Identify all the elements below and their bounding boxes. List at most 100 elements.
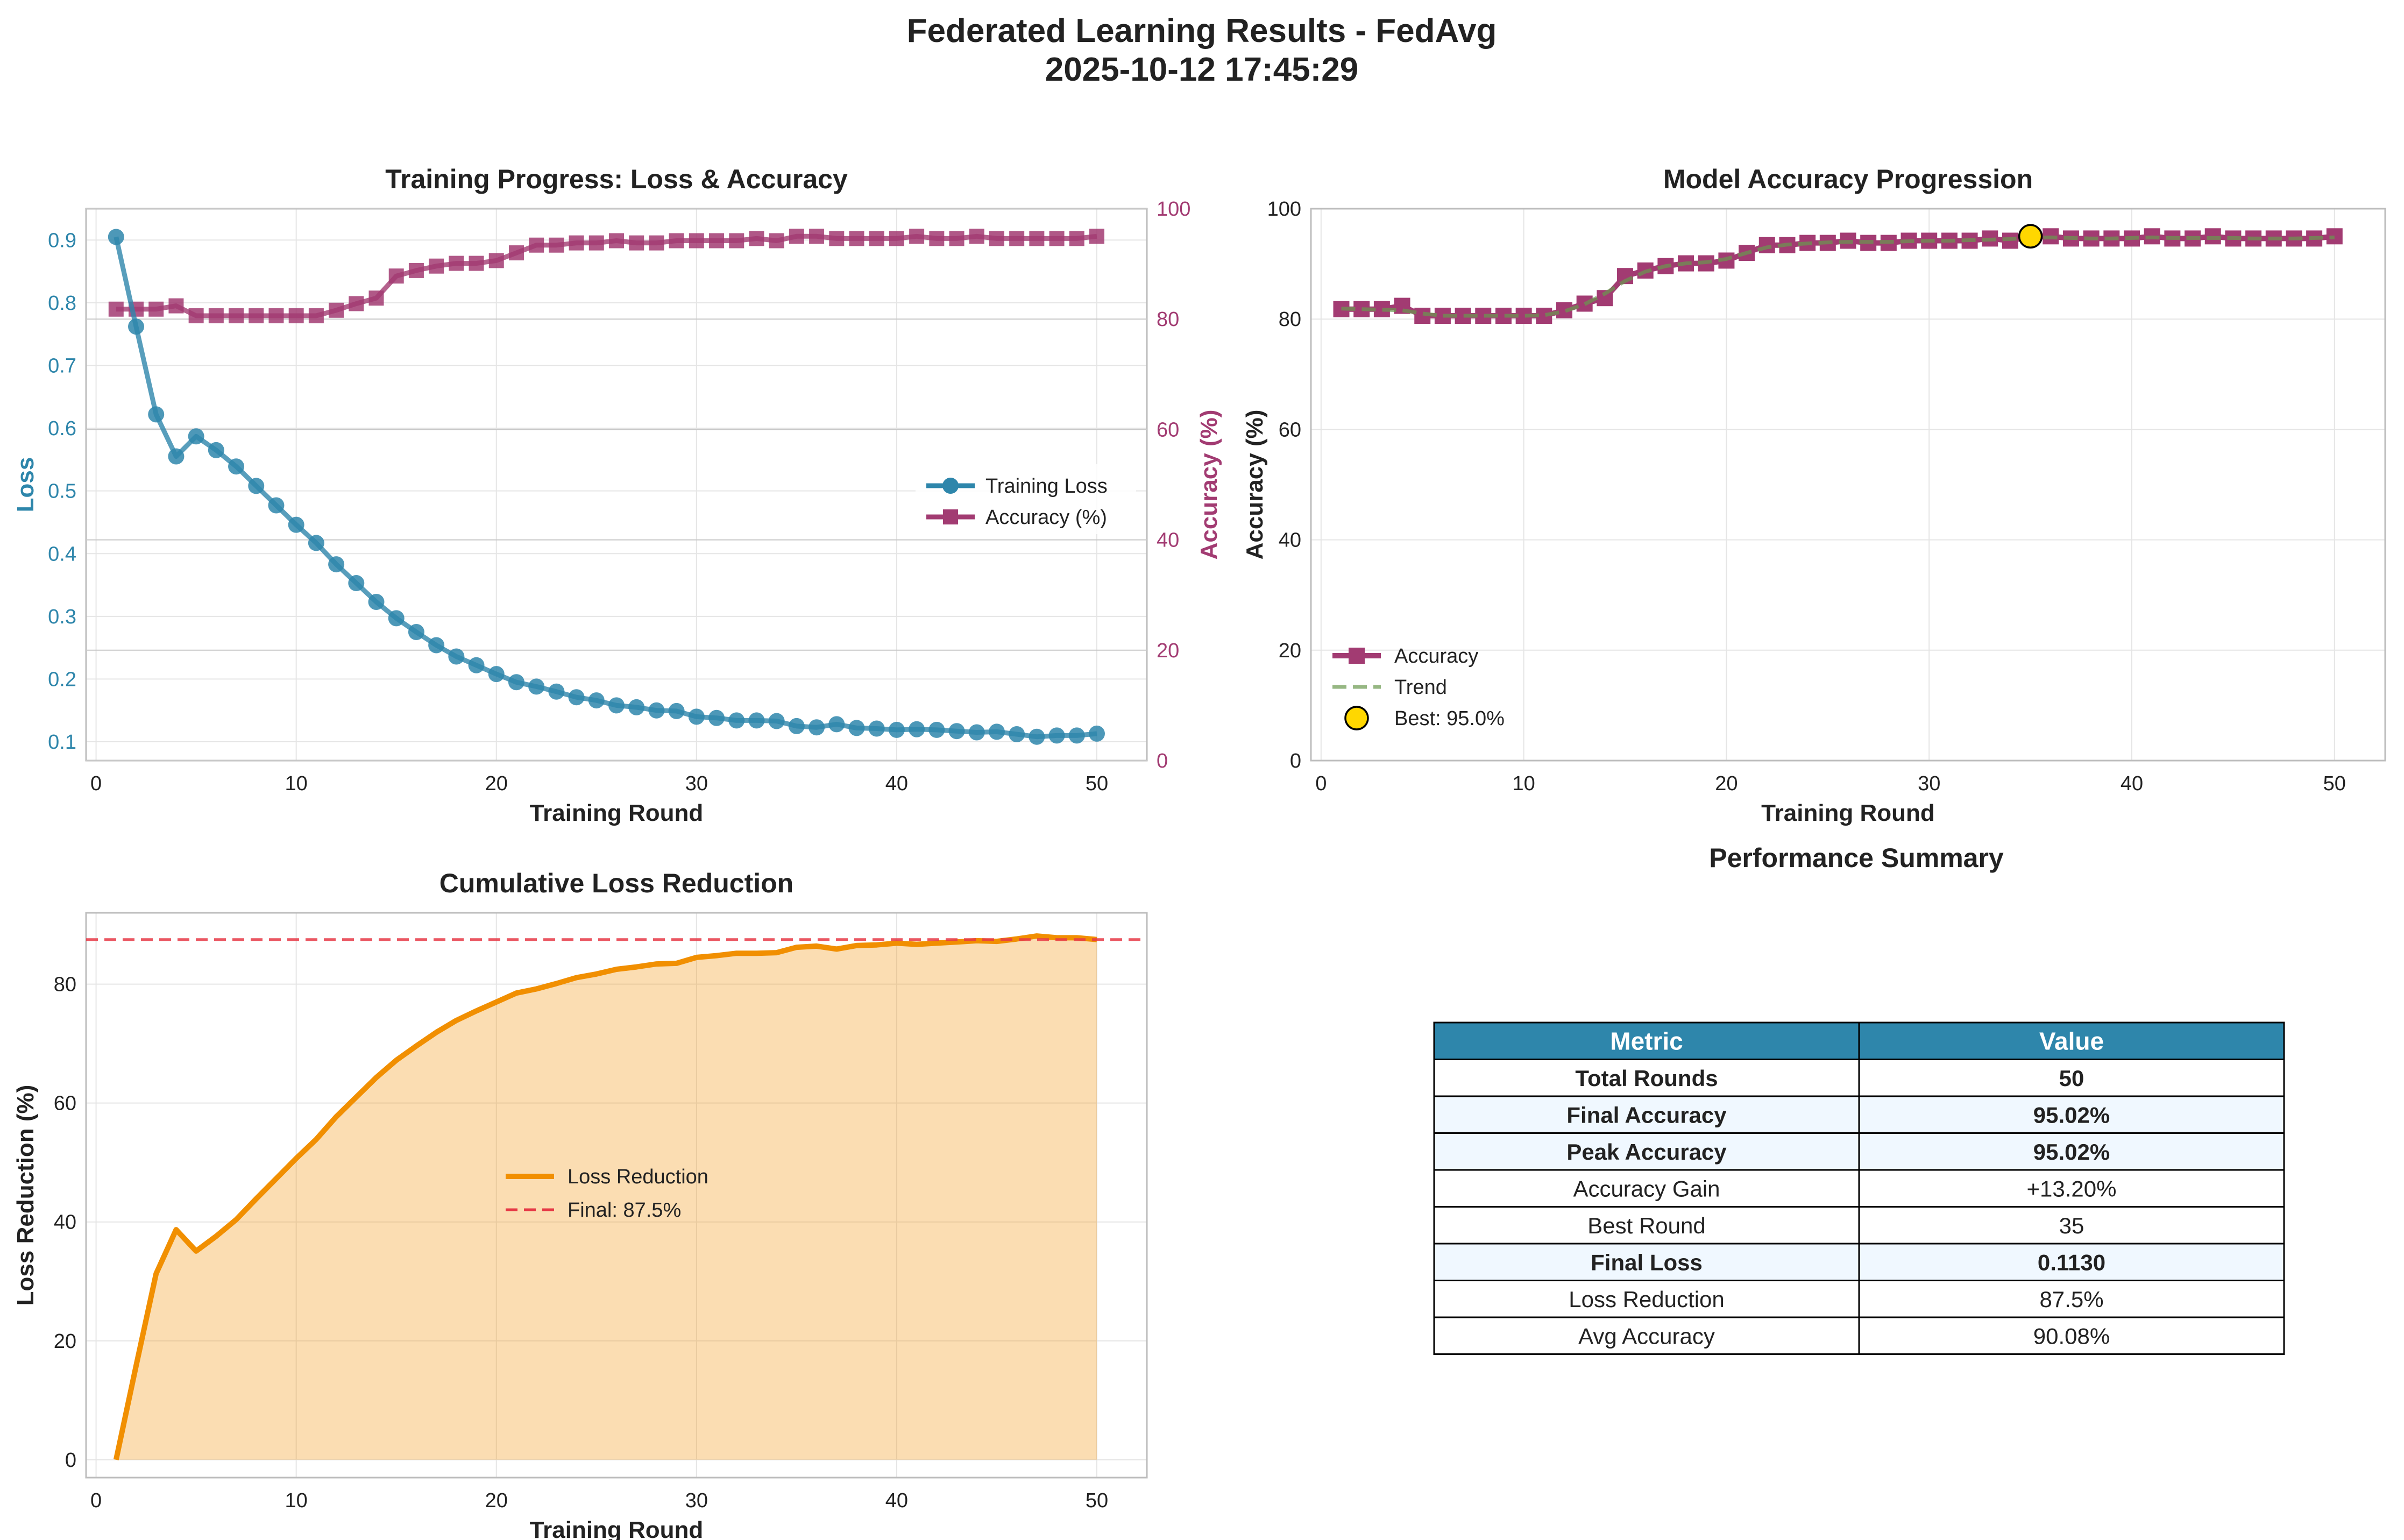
y-tick-label: 60 bbox=[1279, 418, 1301, 441]
legend-accuracy-marker bbox=[943, 509, 958, 524]
legend-trend-label: Trend bbox=[1394, 676, 1447, 699]
loss-point bbox=[909, 721, 925, 737]
accuracy-point bbox=[869, 231, 884, 246]
loss-point bbox=[1048, 727, 1065, 744]
table-value: +13.20% bbox=[2027, 1176, 2117, 1201]
accuracy-point bbox=[429, 258, 444, 274]
loss-point bbox=[108, 229, 124, 245]
chart-title: Cumulative Loss Reduction bbox=[439, 868, 793, 898]
loss-point bbox=[968, 724, 985, 741]
loss-point bbox=[288, 516, 304, 533]
loss-point bbox=[728, 712, 745, 729]
y-tick-label: 40 bbox=[54, 1211, 76, 1234]
accuracy-progression-chart: 0 10 20 30 40 50 0 20 40 60 80 100 Model Accuracy Pr… bbox=[1242, 164, 2386, 826]
plot-frame bbox=[85, 912, 1148, 1479]
right-tick-label: 40 bbox=[1157, 529, 1179, 552]
accuracy-point bbox=[649, 235, 664, 251]
loss-point bbox=[348, 575, 365, 592]
accuracy-point bbox=[809, 229, 825, 244]
x-axis-label: Training Round bbox=[1761, 800, 1935, 826]
accuracy-point bbox=[1089, 229, 1104, 244]
accuracy-line bbox=[116, 233, 1097, 318]
table-metric: Final Accuracy bbox=[1566, 1102, 1727, 1127]
accuracy-point bbox=[729, 233, 744, 249]
table-cell bbox=[1433, 1132, 1860, 1171]
accuracy-point bbox=[989, 231, 1004, 246]
loss-point bbox=[988, 723, 1005, 740]
loss-point bbox=[788, 718, 805, 734]
x-axis-label: Training Round bbox=[530, 1517, 704, 1540]
loss-point bbox=[568, 689, 585, 706]
x-tick-label: 30 bbox=[685, 1489, 708, 1512]
y-tick-label: 0.3 bbox=[48, 606, 76, 628]
right-axis-label: Accuracy (%) bbox=[1196, 410, 1222, 560]
x-tick-label: 50 bbox=[1086, 1489, 1108, 1512]
legend-accuracy-marker bbox=[1349, 648, 1365, 664]
loss-point bbox=[248, 478, 265, 494]
accuracy-point bbox=[1009, 231, 1025, 246]
table-value: 95.02% bbox=[2033, 1102, 2110, 1127]
y-tick-label: 20 bbox=[54, 1330, 76, 1353]
accuracy-point bbox=[249, 308, 264, 324]
table-cell bbox=[1858, 1059, 2285, 1097]
y-axis-label: Accuracy (%) bbox=[1242, 410, 1268, 560]
y-axis-label: Loss Reduction (%) bbox=[12, 1085, 39, 1306]
accuracy-point bbox=[229, 308, 244, 324]
legend-best-marker bbox=[1344, 706, 1369, 730]
loss-point bbox=[148, 406, 165, 423]
table-title: Performance Summary bbox=[1709, 843, 2004, 873]
y-tick-label: 0.5 bbox=[48, 480, 76, 503]
legend-best-label: Best: 95.0% bbox=[1394, 707, 1505, 730]
accuracy-point bbox=[2326, 228, 2343, 245]
x-axis-label: Training Round bbox=[530, 800, 704, 826]
y-tick-label: 0.6 bbox=[48, 417, 76, 440]
loss-reduction-line bbox=[113, 933, 1097, 1460]
x-tick-label: 40 bbox=[2121, 772, 2143, 795]
loss-point bbox=[428, 637, 445, 654]
accuracy-point bbox=[849, 231, 864, 246]
best-point-marker bbox=[2018, 224, 2043, 249]
y-tick-label: 60 bbox=[54, 1092, 76, 1115]
accuracy-point bbox=[1069, 231, 1084, 246]
x-tick-label: 50 bbox=[1086, 772, 1108, 795]
accuracy-point bbox=[969, 229, 984, 244]
loss-point bbox=[408, 623, 424, 640]
accuracy-point bbox=[949, 231, 965, 246]
right-tick-label: 60 bbox=[1157, 418, 1179, 441]
x-tick-label: 10 bbox=[1512, 772, 1535, 795]
y-tick-label: 80 bbox=[1279, 308, 1301, 331]
accuracy-point bbox=[388, 268, 404, 284]
y-tick-label: 20 bbox=[1279, 640, 1301, 662]
loss-point bbox=[768, 713, 785, 729]
accuracy-point bbox=[148, 301, 164, 317]
table-metric: Peak Accuracy bbox=[1566, 1139, 1727, 1165]
accuracy-point bbox=[449, 256, 464, 271]
accuracy-point bbox=[669, 233, 684, 249]
accuracy-point bbox=[268, 308, 284, 324]
loss-point bbox=[128, 318, 145, 335]
accuracy-point bbox=[588, 235, 604, 251]
table-cell bbox=[1433, 1095, 1860, 1134]
accuracy-point bbox=[308, 308, 324, 324]
table-header-label: Value bbox=[2039, 1027, 2104, 1055]
y-tick-label: 0.1 bbox=[48, 731, 76, 754]
loss-reduction-chart: 0 10 20 30 40 50 0 20 40 60 80 Cumulative Loss Redu… bbox=[12, 868, 1148, 1540]
loss-point bbox=[328, 556, 345, 573]
plot-frame bbox=[1310, 208, 2386, 762]
accuracy-point bbox=[829, 231, 845, 246]
y-axis-label: Loss bbox=[12, 457, 39, 513]
loss-point bbox=[208, 442, 224, 458]
training-progress-chart: 0 10 20 30 40 50 0.1 0.2 0.3 0.4 0.5 0.6 0.7 0.8 0.9 Tr… bbox=[12, 164, 1222, 826]
table-metric: Best Round bbox=[1587, 1213, 1705, 1238]
table-metric: Avg Accuracy bbox=[1578, 1323, 1715, 1349]
loss-point bbox=[268, 497, 285, 514]
loss-point bbox=[608, 697, 625, 714]
loss-point bbox=[588, 692, 605, 709]
loss-point bbox=[648, 702, 665, 719]
accuracy-point bbox=[508, 245, 524, 261]
accuracy-point bbox=[889, 231, 904, 246]
accuracy-point bbox=[188, 308, 204, 324]
loss-point bbox=[228, 458, 245, 475]
table-cell bbox=[1858, 1095, 2285, 1134]
